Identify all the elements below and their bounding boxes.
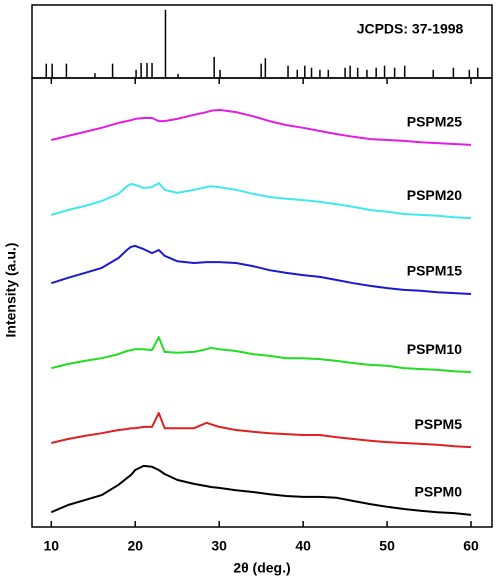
series-label: PSPM15 — [407, 263, 462, 279]
x-tick-label: 10 — [44, 538, 60, 554]
x-axis-title: 2θ (deg.) — [233, 560, 290, 576]
x-tick-label: 40 — [295, 538, 311, 554]
xrd-curve — [50, 244, 472, 295]
top-panel-frame — [31, 4, 493, 79]
x-tick-label: 50 — [379, 538, 395, 554]
x-tick-label: 20 — [127, 538, 143, 554]
xrd-curve — [51, 336, 472, 374]
series-label: PSPM10 — [407, 341, 462, 357]
annotation: JCPDS: 37-1998 — [357, 21, 464, 37]
series-label: PSPM25 — [407, 114, 462, 130]
main-panel-frame — [31, 77, 493, 528]
xrd-curve — [51, 182, 472, 220]
series-label: PSPM20 — [407, 187, 462, 203]
xrd-curve — [51, 412, 472, 449]
series-label: PSPM5 — [415, 416, 463, 432]
xrd-curve — [51, 108, 472, 146]
x-tick-label: 60 — [463, 538, 479, 554]
y-axis-title: Intensity (a.u.) — [3, 243, 19, 338]
series-label: PSPM0 — [415, 484, 463, 500]
xrd-curve — [50, 464, 472, 516]
x-tick-label: 30 — [211, 538, 227, 554]
